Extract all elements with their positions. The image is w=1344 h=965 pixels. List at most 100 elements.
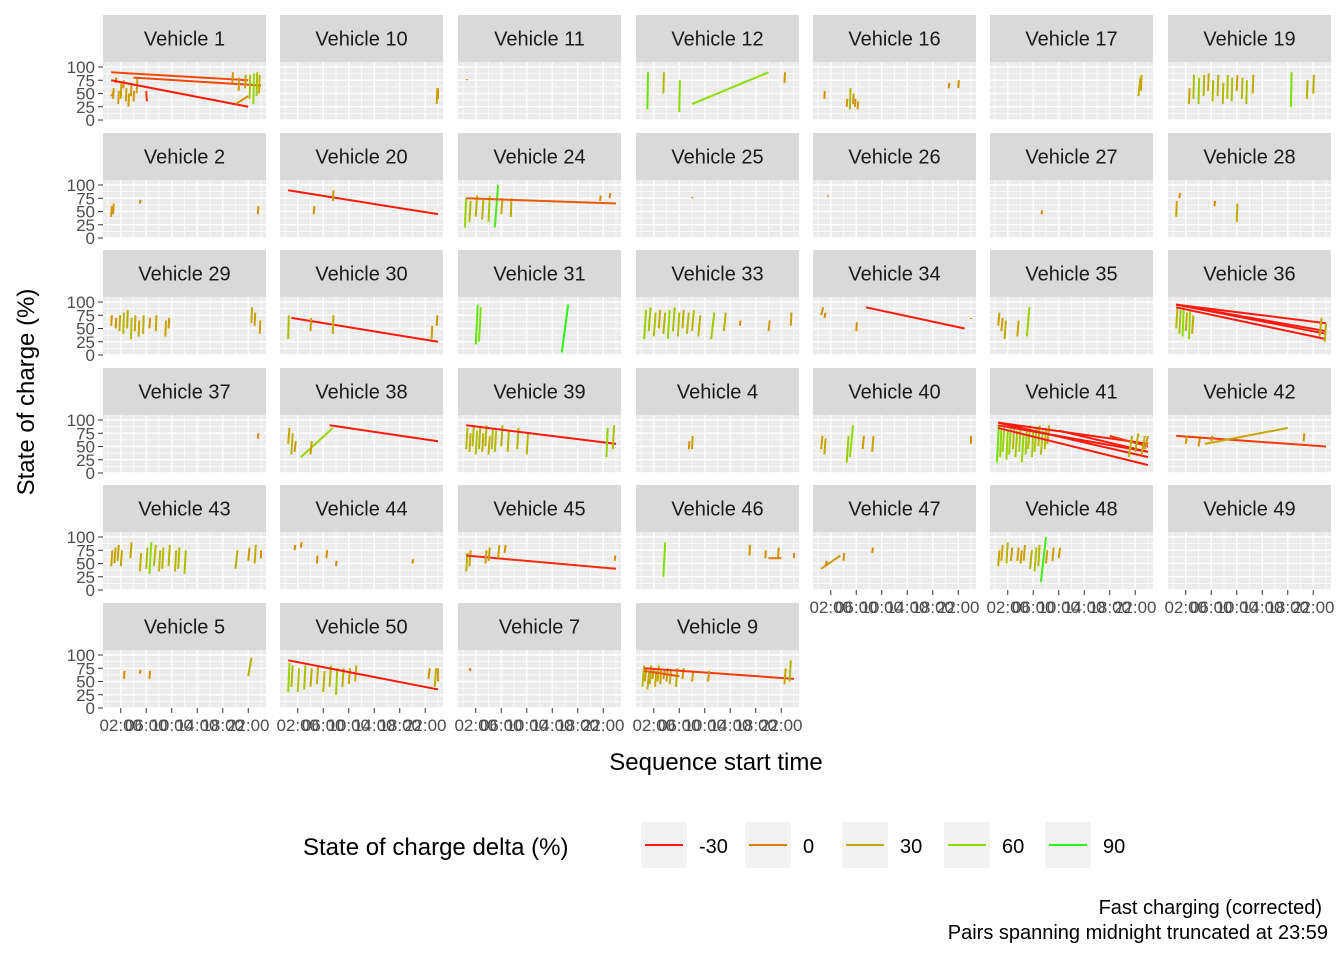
facet-title: Vehicle 12 (671, 29, 763, 51)
charge-segment (1291, 72, 1292, 106)
y-axis-title: State of charge (%) (13, 289, 40, 496)
charge-segment (872, 548, 873, 553)
charge-segment (1042, 210, 1043, 214)
charge-segment (428, 668, 429, 679)
charge-segment (134, 91, 135, 102)
charge-segment (1304, 433, 1305, 441)
charge-segment (1253, 75, 1254, 94)
charge-segment (1313, 75, 1314, 94)
charge-segment (682, 310, 683, 329)
legend-entry: 0 (745, 822, 814, 868)
charge-segment (178, 548, 179, 569)
charge-segment (146, 91, 147, 102)
charge-segment (304, 666, 305, 690)
charge-segment (1001, 545, 1002, 561)
charge-segment (473, 425, 474, 446)
facet-panel: Vehicle 40 (813, 368, 976, 473)
charge-segment (143, 315, 144, 334)
charge-segment (1000, 428, 1001, 457)
charge-segment (248, 548, 249, 561)
charge-segment (784, 72, 785, 83)
charge-segment (140, 553, 141, 572)
charge-segment (765, 550, 766, 558)
charge-segment (489, 436, 490, 455)
charge-segment (469, 550, 470, 566)
charge-segment (1199, 78, 1200, 105)
legend-label: 60 (1002, 836, 1024, 858)
y-tick-label: 100 (67, 646, 95, 665)
facet-panel: Vehicle 30 (280, 250, 443, 355)
charge-segment (258, 206, 259, 214)
charge-segment (159, 550, 160, 571)
charge-segment (850, 88, 851, 109)
charge-segment (127, 310, 128, 329)
facet-panel: Vehicle 34 (813, 250, 976, 355)
x-tick-label: 22:00 (1292, 598, 1335, 617)
facet-title: Vehicle 26 (848, 147, 940, 169)
charge-segment (111, 206, 112, 217)
charge-segment (349, 668, 350, 684)
charge-segment (291, 433, 292, 454)
charge-segment (482, 433, 483, 452)
charge-segment (1052, 548, 1053, 561)
facet-title: Vehicle 28 (1203, 147, 1295, 169)
charge-segment (139, 321, 140, 337)
x-tick-label: 22:00 (1114, 598, 1157, 617)
charge-segment (479, 428, 480, 449)
charge-segment (1193, 75, 1194, 99)
facet-title: Vehicle 43 (138, 499, 230, 521)
charge-segment (437, 315, 438, 326)
charge-segment (527, 433, 528, 454)
charge-segment (317, 666, 318, 685)
charge-segment (749, 545, 750, 556)
charge-segment (336, 561, 337, 566)
charge-segment (1176, 201, 1177, 217)
charge-segment (1046, 550, 1047, 563)
charge-segment (128, 94, 129, 107)
charge-segment (255, 313, 256, 326)
facet-title: Vehicle 40 (848, 382, 940, 404)
facet-title: Vehicle 50 (315, 617, 407, 639)
charge-segment (476, 431, 477, 455)
charge-segment (670, 671, 671, 684)
charge-segment (1179, 193, 1180, 198)
charge-segment (501, 425, 502, 446)
charge-segment (828, 196, 829, 197)
charge-segment (291, 666, 292, 687)
charge-segment (856, 322, 857, 331)
charge-segment (466, 428, 467, 449)
charge-segment (998, 313, 999, 326)
facet-panel: Vehicle 12 (636, 15, 799, 120)
charge-segment (413, 559, 414, 563)
charge-segment (130, 542, 131, 558)
charge-segment (295, 545, 296, 550)
charge-segment (824, 439, 825, 455)
facet-title: Vehicle 29 (138, 264, 230, 286)
charge-segment (790, 660, 791, 681)
facet-panel: Vehicle 39 (458, 368, 621, 473)
charge-segment (1204, 75, 1205, 96)
charge-segment (1189, 310, 1190, 339)
legend-title: State of charge delta (%) (303, 834, 568, 861)
facet-title: Vehicle 49 (1203, 499, 1295, 521)
facet-panel: Vehicle 41 (990, 368, 1153, 473)
charge-segment (1186, 436, 1187, 444)
charge-segment (1006, 431, 1007, 460)
charge-segment (311, 441, 312, 454)
charge-segment (260, 321, 261, 334)
facet-title: Vehicle 19 (1203, 29, 1295, 51)
charge-segment (1213, 80, 1214, 101)
charge-segment (131, 318, 132, 339)
charge-segment (245, 75, 246, 88)
charge-segment (872, 436, 873, 452)
facet-panel: Vehicle 16 (813, 15, 976, 120)
caption-line-1: Fast charging (corrected) (1099, 897, 1322, 919)
facet-panel: Vehicle 20 (280, 133, 443, 238)
charge-segment (1211, 436, 1212, 441)
